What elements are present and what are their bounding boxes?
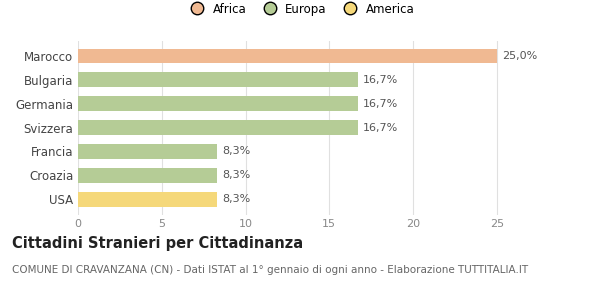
Bar xyxy=(78,120,358,135)
Bar xyxy=(78,96,358,111)
Text: 8,3%: 8,3% xyxy=(222,171,250,180)
Text: 8,3%: 8,3% xyxy=(222,194,250,204)
Text: 8,3%: 8,3% xyxy=(222,146,250,157)
Bar xyxy=(78,72,358,87)
Text: 16,7%: 16,7% xyxy=(363,75,398,85)
Bar xyxy=(78,168,217,183)
Text: 16,7%: 16,7% xyxy=(363,99,398,109)
Bar xyxy=(78,192,217,207)
Text: Cittadini Stranieri per Cittadinanza: Cittadini Stranieri per Cittadinanza xyxy=(12,236,303,251)
Bar xyxy=(78,144,217,159)
Text: 25,0%: 25,0% xyxy=(502,51,537,61)
Text: COMUNE DI CRAVANZANA (CN) - Dati ISTAT al 1° gennaio di ogni anno - Elaborazione: COMUNE DI CRAVANZANA (CN) - Dati ISTAT a… xyxy=(12,265,528,275)
Text: 16,7%: 16,7% xyxy=(363,123,398,133)
Legend: Africa, Europa, America: Africa, Europa, America xyxy=(181,0,419,20)
Bar xyxy=(78,48,497,63)
